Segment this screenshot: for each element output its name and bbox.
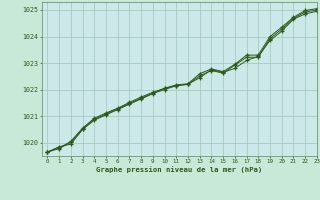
X-axis label: Graphe pression niveau de la mer (hPa): Graphe pression niveau de la mer (hPa) (96, 166, 262, 173)
